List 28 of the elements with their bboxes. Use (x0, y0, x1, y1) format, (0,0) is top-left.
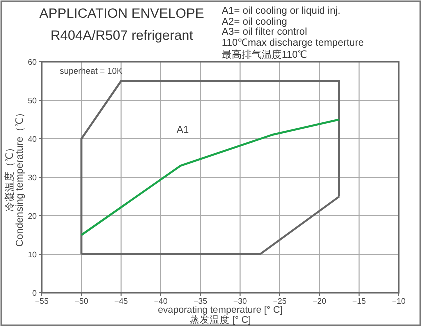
x-tick-label: −35 (194, 297, 208, 306)
x-tick-label: −30 (234, 297, 248, 306)
x-tick-label: −20 (312, 297, 327, 306)
y-tick-label: 40 (28, 135, 38, 144)
text: A3= oil filter control (222, 27, 308, 38)
y-tick-label: 0 (32, 289, 38, 298)
y-tick-label: 10 (28, 250, 38, 260)
text: 110℃max discharge temperture (222, 38, 365, 49)
y-tick-label: 30 (28, 174, 38, 182)
chart-title: APPLICATION ENVELOPE (40, 6, 204, 21)
x-axis-title: evaporating temperature [° C] 蒸发温度 [° C] (158, 305, 283, 326)
x-tick-label: −25 (273, 297, 288, 306)
y-axis-title: 冷凝温度（℃） Condensing temperature（℃） (4, 108, 26, 248)
y-tick-label: 20 (28, 212, 38, 221)
text: 最高排气温度110℃ (222, 49, 307, 61)
x-tick-label: −55 (35, 297, 50, 306)
annotation: superheat = 10K (60, 66, 123, 76)
x-tick-label: −15 (352, 297, 367, 306)
y-tick-label: 60 (28, 58, 38, 67)
text: A2= oil cooling (222, 17, 288, 28)
x-tick-label: −50 (74, 297, 89, 306)
y-tick-label: 50 (28, 96, 38, 106)
x-tick-label: −40 (154, 297, 168, 306)
annotation: A1 (176, 125, 190, 136)
x-tick-label: −10 (392, 297, 406, 306)
x-tick-label: −45 (114, 297, 129, 306)
text: A1= oil cooling or liquid inj. (222, 6, 341, 17)
chart-subtitle: R404A/R507 refrigerant (50, 28, 194, 43)
